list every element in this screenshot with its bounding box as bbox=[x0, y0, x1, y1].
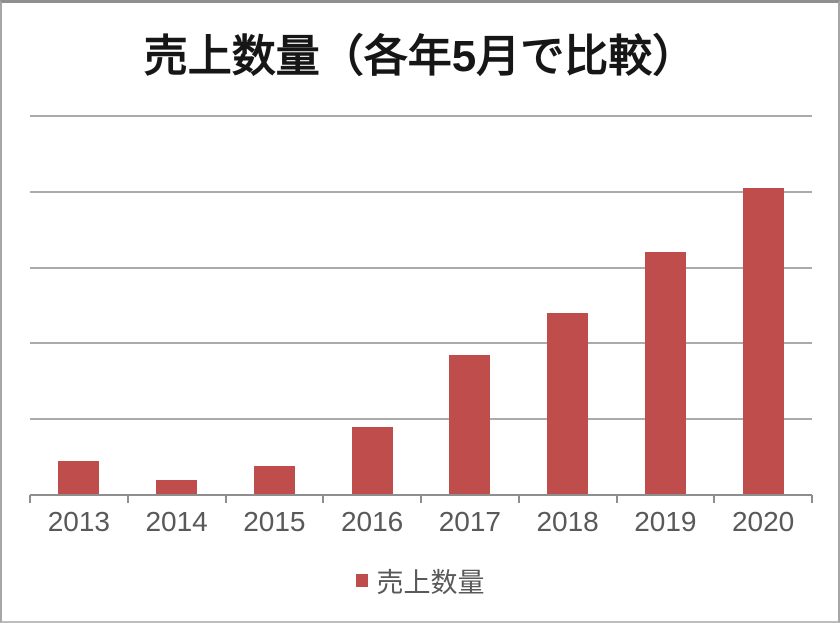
x-axis-tick bbox=[713, 495, 715, 503]
chart-title: 売上数量（各年5月で比較） bbox=[143, 32, 697, 81]
bar-2019 bbox=[644, 252, 686, 495]
gridline bbox=[30, 418, 812, 421]
x-axis-label-2016: 2016 bbox=[340, 506, 404, 537]
x-axis-label-2014: 2014 bbox=[145, 506, 208, 537]
legend-label: 売上数量 bbox=[376, 567, 485, 598]
gridline bbox=[30, 266, 812, 269]
x-axis-label-2015: 2015 bbox=[243, 506, 306, 537]
legend-swatch-icon bbox=[355, 573, 368, 587]
bar-2017 bbox=[449, 355, 491, 495]
x-axis-tick bbox=[29, 495, 31, 503]
x-axis-tick bbox=[322, 495, 324, 503]
bar-2013 bbox=[58, 461, 100, 495]
x-axis-label-2019: 2019 bbox=[634, 506, 697, 537]
legend: 売上数量 bbox=[2, 563, 838, 598]
gridline bbox=[30, 342, 812, 345]
x-axis-label-2013: 2013 bbox=[47, 506, 111, 537]
x-axis-tick bbox=[127, 495, 129, 503]
gridline bbox=[30, 190, 812, 193]
plot-area bbox=[29, 115, 813, 503]
x-axis-label-2018: 2018 bbox=[536, 506, 599, 537]
bar-2014 bbox=[156, 480, 198, 495]
bar-2015 bbox=[253, 466, 295, 495]
bar-2016 bbox=[351, 427, 393, 495]
x-axis-tick bbox=[518, 495, 520, 503]
x-axis-tick bbox=[616, 495, 618, 503]
x-axis-label-2017: 2017 bbox=[438, 506, 502, 537]
x-axis-label-2020: 2020 bbox=[731, 506, 795, 537]
gridline bbox=[30, 115, 812, 117]
x-axis-labels: 2013 2014 2015 2016 2017 2018 2019 2020 bbox=[30, 506, 812, 540]
bar-2020 bbox=[742, 188, 784, 495]
bar-2018 bbox=[547, 313, 589, 495]
x-axis-tick bbox=[420, 495, 422, 503]
x-axis-tick bbox=[811, 495, 813, 503]
x-axis-tick bbox=[225, 495, 227, 503]
